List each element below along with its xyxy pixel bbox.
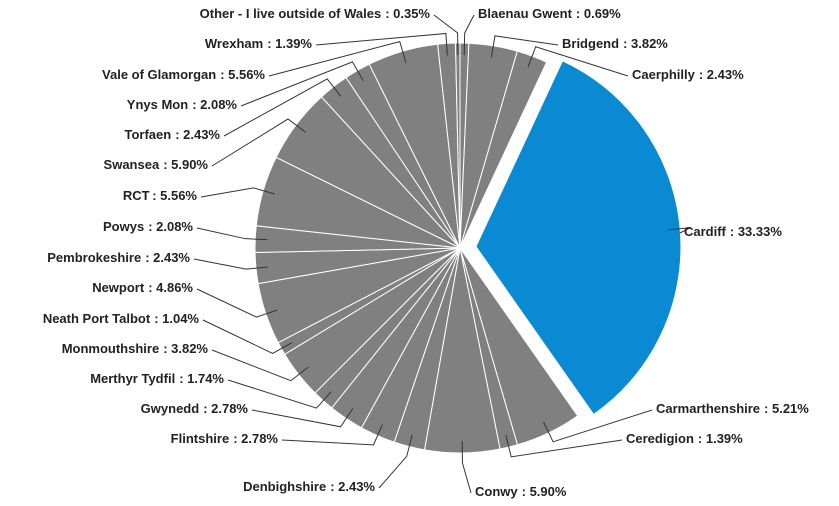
slice-label: Other - I live outside of Wales: 0.35% bbox=[200, 6, 431, 21]
leader-line bbox=[461, 440, 472, 494]
slice-value: : 2.43% bbox=[699, 67, 744, 82]
leader-line bbox=[490, 35, 559, 58]
leader-line bbox=[527, 46, 629, 77]
slice-label: Newport: 4.86% bbox=[92, 280, 193, 295]
slice-category: Cardiff bbox=[684, 224, 727, 239]
leader-line bbox=[223, 78, 342, 137]
slice-value: : 5.90% bbox=[522, 484, 567, 499]
slice-category: Torfaen bbox=[124, 127, 171, 142]
leader-line bbox=[463, 14, 475, 56]
slice-value: : 1.39% bbox=[267, 36, 312, 51]
slice-value: : 2.78% bbox=[203, 401, 248, 416]
slice-value: : 2.43% bbox=[330, 479, 375, 494]
leader-line bbox=[668, 227, 691, 234]
slice-label: Bridgend : 3.82% bbox=[562, 36, 668, 51]
slice-category: Ynys Mon bbox=[127, 97, 188, 112]
leader-line bbox=[196, 288, 278, 318]
slice-value: : 5.56% bbox=[220, 67, 265, 82]
leader-line bbox=[211, 349, 309, 382]
slice-label: Powys : 2.08% bbox=[103, 219, 193, 234]
slice-label: Carmarthenshire : 5.21% bbox=[656, 401, 809, 416]
slice-label: RCT: 5.56% bbox=[123, 188, 198, 203]
slice-value: : 0.69% bbox=[576, 6, 621, 21]
slice-value: : 2.43% bbox=[145, 250, 190, 265]
slice-category: Flintshire bbox=[171, 431, 230, 446]
slice-value: : 5.21% bbox=[764, 401, 809, 416]
slice-value: : 1.39% bbox=[698, 431, 743, 446]
leader-line bbox=[202, 319, 293, 355]
leader-line bbox=[251, 408, 354, 428]
leader-line bbox=[211, 118, 306, 167]
leader-line bbox=[543, 409, 653, 443]
leader-line bbox=[227, 379, 332, 409]
slice-label: Denbighshire : 2.43% bbox=[243, 479, 375, 494]
slice-value: : 5.56% bbox=[152, 188, 197, 203]
slice-value: : 3.82% bbox=[623, 36, 668, 51]
slice-value: : 2.08% bbox=[148, 219, 193, 234]
slice-category: Carmarthenshire bbox=[656, 401, 760, 416]
leader-line bbox=[193, 258, 268, 270]
leader-line bbox=[378, 434, 413, 489]
slice-value: : 5.90% bbox=[163, 157, 208, 172]
leader-line bbox=[268, 41, 407, 77]
slice-category: Powys bbox=[103, 219, 144, 234]
slice-label: Pembrokeshire : 2.43% bbox=[47, 250, 190, 265]
slice-label: Ynys Mon : 2.08% bbox=[127, 97, 238, 112]
slice-value: : 0.35% bbox=[385, 6, 430, 21]
slice-label: Cardiff: 33.33% bbox=[684, 224, 782, 239]
slice-category: Swansea bbox=[104, 157, 160, 172]
slice-value: : 2.78% bbox=[233, 431, 278, 446]
slice-label: Torfaen : 2.43% bbox=[124, 127, 220, 142]
slice-label: Gwynedd: 2.78% bbox=[141, 401, 249, 416]
slice-category: Blaenau Gwent bbox=[478, 6, 573, 21]
slice-label: Monmouthshire: 3.82% bbox=[62, 341, 209, 356]
slice-category: Other - I live outside of Wales bbox=[200, 6, 382, 21]
leader-line bbox=[505, 435, 623, 458]
slice-category: Bridgend bbox=[562, 36, 619, 51]
slice-category: Denbighshire bbox=[243, 479, 326, 494]
slice-value: : 2.08% bbox=[192, 97, 237, 112]
slice-category: Ceredigion bbox=[626, 431, 694, 446]
slice-category: Merthyr Tydfil bbox=[90, 371, 175, 386]
slice-value: : 1.04% bbox=[154, 311, 199, 326]
slice-category: Wrexham bbox=[205, 36, 263, 51]
leader-line bbox=[315, 32, 448, 56]
leader-line bbox=[240, 61, 364, 107]
slice-category: Monmouthshire bbox=[62, 341, 160, 356]
leader-line bbox=[200, 187, 275, 198]
slice-label: Ceredigion : 1.39% bbox=[626, 431, 743, 446]
slice-category: Pembrokeshire bbox=[47, 250, 141, 265]
slice-category: Newport bbox=[92, 280, 145, 295]
slice-category: RCT bbox=[123, 188, 150, 203]
slice-label: Neath Port Talbot: 1.04% bbox=[43, 311, 200, 326]
leader-line bbox=[196, 227, 268, 241]
slice-label: Caerphilly: 2.43% bbox=[632, 67, 744, 82]
slice-value: : 33.33% bbox=[730, 224, 782, 239]
slice-value: : 2.43% bbox=[175, 127, 220, 142]
slice-label: Wrexham : 1.39% bbox=[205, 36, 313, 51]
slice-label: Flintshire: 2.78% bbox=[171, 431, 279, 446]
slice-value: : 1.74% bbox=[179, 371, 224, 386]
slice-category: Vale of Glamorgan bbox=[102, 67, 216, 82]
slice-label: Vale of Glamorgan : 5.56% bbox=[102, 67, 265, 82]
slice-category: Conwy bbox=[475, 484, 518, 499]
slice-category: Neath Port Talbot bbox=[43, 311, 151, 326]
slice-label: Conwy : 5.90% bbox=[475, 484, 567, 499]
slice-category: Gwynedd bbox=[141, 401, 200, 416]
slice-category: Caerphilly bbox=[632, 67, 696, 82]
slice-label: Swansea: 5.90% bbox=[104, 157, 209, 172]
slice-label: Merthyr Tydfil : 1.74% bbox=[90, 371, 224, 386]
leader-line bbox=[433, 14, 459, 56]
leader-line bbox=[281, 424, 383, 446]
slice-value: : 3.82% bbox=[163, 341, 208, 356]
slice-value: : 4.86% bbox=[148, 280, 193, 295]
slice-label: Blaenau Gwent: 0.69% bbox=[478, 6, 621, 21]
